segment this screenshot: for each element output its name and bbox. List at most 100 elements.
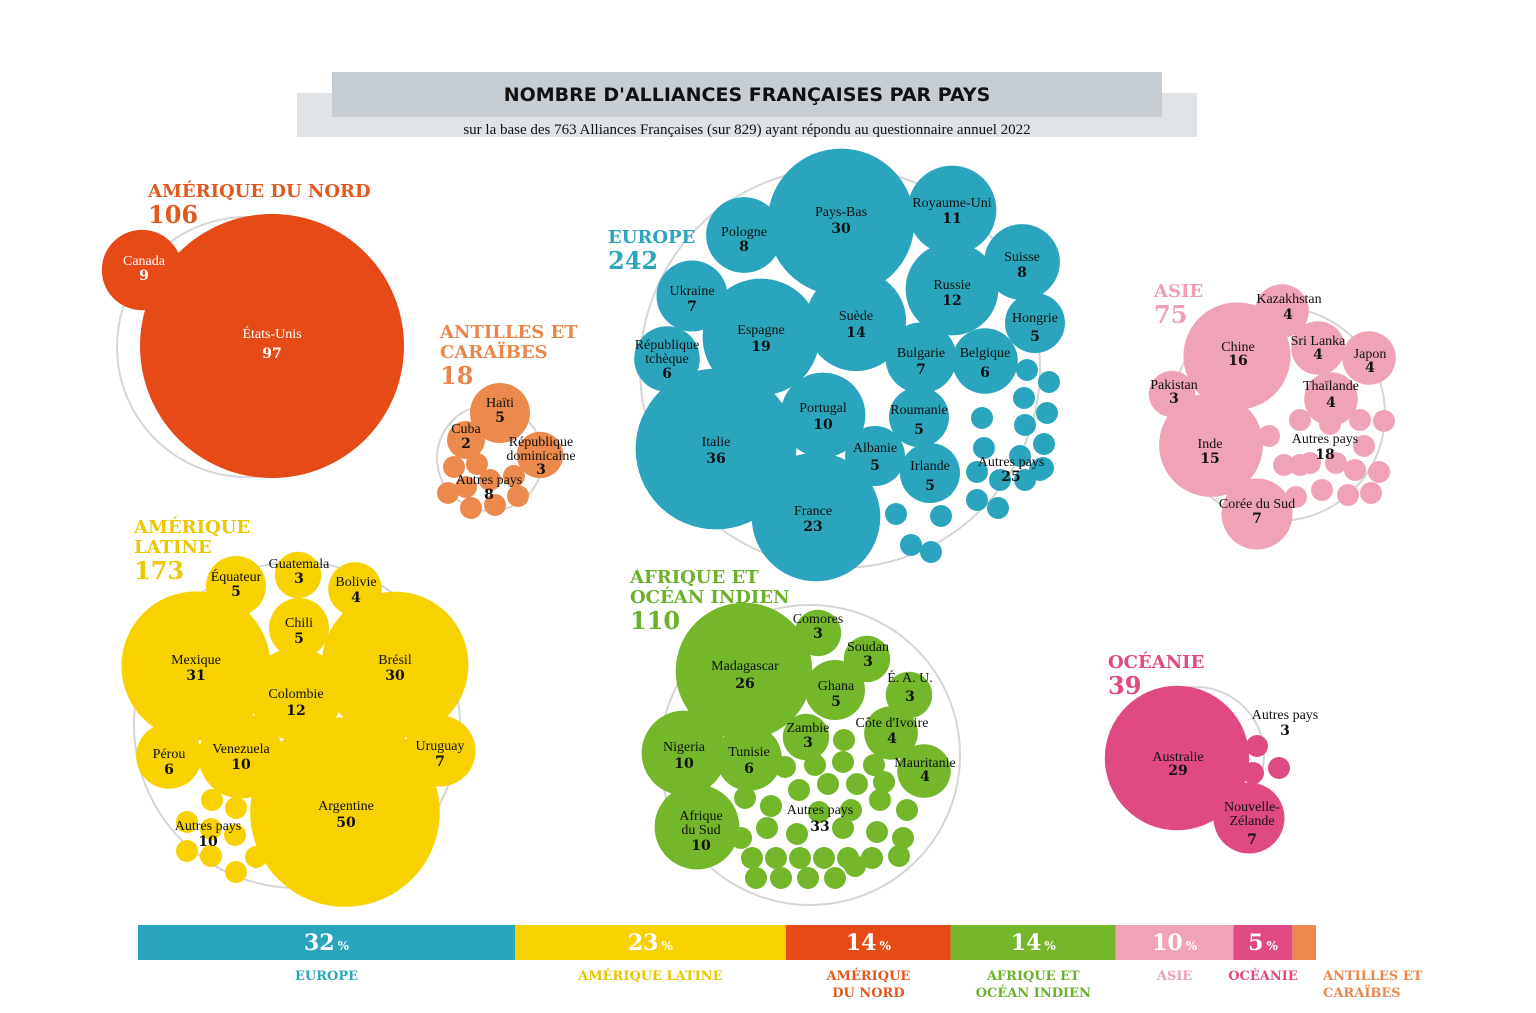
label-etats-unis: États-Unis 97 — [242, 325, 301, 362]
autres-pays-bubbles — [730, 729, 918, 889]
bubble-thailande — [1304, 372, 1358, 426]
region-name: ANTILLES ET — [439, 322, 578, 343]
country-value: 3 — [803, 735, 813, 751]
small-bubble — [920, 541, 942, 563]
share-label: OCÉANIE — [1228, 968, 1298, 984]
country-bubbles — [1148, 284, 1396, 550]
label-madagascar: Madagascar 26 — [711, 659, 779, 692]
share-bar-segment — [1233, 925, 1293, 960]
country-value: 9 — [139, 268, 149, 284]
share-percent: 2% — [1323, 930, 1353, 956]
region-name: EUROPE — [608, 227, 695, 248]
country-value: 7 — [1252, 511, 1262, 527]
country-name: Brésil — [378, 653, 412, 668]
autres-pays-value: 8 — [484, 487, 494, 503]
share-segment-asie: 10 % ASIE — [1115, 925, 1234, 984]
small-bubble — [1014, 414, 1036, 436]
country-value: 31 — [186, 668, 205, 684]
country-name: République dominicaine — [506, 435, 575, 464]
small-bubble — [734, 787, 756, 809]
bubble-chili — [269, 598, 329, 658]
country-value: 3 — [1169, 391, 1179, 407]
country-name: Canada — [123, 254, 166, 269]
country-name: Uruguay — [416, 739, 465, 754]
country-name: Haïti — [486, 396, 514, 411]
country-name: Inde — [1198, 437, 1223, 452]
country-value: 30 — [385, 668, 405, 684]
small-bubble — [1038, 371, 1060, 393]
country-value: 4 — [351, 590, 361, 606]
label-belgique: Belgique 6 — [960, 346, 1011, 381]
country-name: Madagascar — [711, 659, 779, 674]
country-value: 12 — [942, 293, 961, 309]
autres-pays-name: Autres pays — [978, 455, 1045, 470]
country-name: Espagne — [737, 323, 784, 338]
bubble-ghana — [805, 660, 865, 720]
country-name: Guatemala — [269, 557, 330, 572]
small-bubble — [892, 827, 914, 849]
country-value: 5 — [294, 631, 304, 647]
small-bubble — [176, 840, 198, 862]
country-value: 29 — [1168, 763, 1187, 779]
bubble-nigeria — [641, 710, 727, 796]
country-value: 5 — [925, 478, 935, 494]
small-bubble — [1033, 433, 1055, 455]
country-value: 97 — [262, 346, 281, 362]
small-bubble — [479, 469, 501, 491]
small-bubble — [201, 789, 223, 811]
small-bubble — [861, 847, 883, 869]
country-value: 14 — [846, 325, 866, 341]
country-value: 6 — [744, 761, 754, 777]
country-name: Suisse — [1004, 250, 1040, 265]
region-name: ASIE — [1153, 281, 1203, 302]
country-name: Argentine — [318, 799, 374, 814]
region-total: 18 — [440, 361, 473, 390]
country-value: 11 — [942, 211, 961, 227]
country-value: 2 — [461, 436, 471, 452]
small-bubble — [873, 771, 895, 793]
small-bubble — [1246, 735, 1268, 757]
small-bubble — [1373, 410, 1395, 432]
small-bubble — [756, 817, 778, 839]
bubble-chine — [1183, 302, 1291, 410]
small-bubble — [832, 751, 854, 773]
chart-subtitle: sur la base des 763 Alliances Françaises… — [463, 122, 1030, 138]
small-bubble — [774, 756, 796, 778]
autres-pays-bubbles — [1242, 735, 1290, 784]
bubble-mexique — [121, 591, 271, 741]
bubble-zambie — [782, 713, 830, 761]
small-bubble — [1360, 482, 1382, 504]
country-name: Pérou — [153, 747, 186, 762]
small-bubble — [770, 867, 792, 889]
country-value: 6 — [980, 365, 990, 381]
country-name: Sri Lanka — [1291, 334, 1347, 349]
country-name: Tunisie — [728, 745, 770, 760]
country-value: 10 — [231, 757, 251, 773]
bubble-roumanie — [889, 387, 949, 447]
small-bubble — [987, 497, 1009, 519]
label-hongrie: Hongrie 5 — [1012, 311, 1058, 345]
country-bubbles — [447, 383, 564, 479]
country-name: Thaïlande — [1303, 379, 1359, 394]
small-bubble — [832, 817, 854, 839]
share-label: OCÉAN INDIEN — [976, 985, 1091, 1001]
small-bubble — [931, 477, 953, 499]
country-value: 4 — [1326, 395, 1336, 411]
